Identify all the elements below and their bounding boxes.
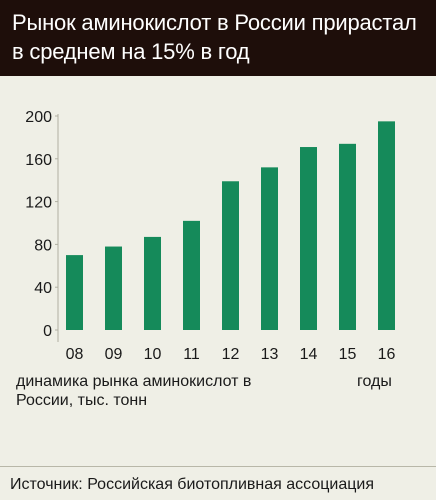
y-tick-label: 40 xyxy=(34,280,52,297)
bar-11 xyxy=(183,220,200,330)
y-tick-label: 160 xyxy=(25,152,52,169)
bar-15 xyxy=(339,143,356,330)
x-tick-label: 16 xyxy=(378,346,396,363)
y-tick-label: 0 xyxy=(43,323,52,340)
x-tick-label: 14 xyxy=(300,346,318,363)
source-divider xyxy=(0,466,436,467)
x-tick-label: 10 xyxy=(144,346,162,363)
bar-14 xyxy=(300,147,317,330)
bars-group xyxy=(66,121,395,330)
value-unit-caption: динамика рынка аминокислот в России, тыс… xyxy=(16,373,252,409)
bar-13 xyxy=(261,167,278,330)
x-unit-label: годы xyxy=(357,373,392,390)
bar-12 xyxy=(222,181,239,330)
header-bar: Рынок аминокислот в России прирастал в с… xyxy=(0,0,436,76)
bar-09 xyxy=(105,246,122,330)
bar-chart: 0 40 80 120 160 200 08 09 10 11 12 13 14 15 16 xyxy=(25,109,396,363)
x-tick-label: 11 xyxy=(183,346,200,363)
y-tick-label: 200 xyxy=(25,109,52,126)
x-tick-label: 15 xyxy=(339,346,357,363)
y-axis: 0 40 80 120 160 200 xyxy=(25,109,58,340)
x-tick-label: 09 xyxy=(105,346,123,363)
x-tick-label: 08 xyxy=(66,346,84,363)
x-tick-label: 13 xyxy=(261,346,279,363)
bar-10 xyxy=(144,236,161,330)
source-note: Источник: Российская биотопливная ассоци… xyxy=(10,476,375,493)
x-tick-label: 12 xyxy=(222,346,240,363)
y-tick-label: 120 xyxy=(25,195,52,212)
bar-16 xyxy=(378,121,395,330)
chart-title: Рынок аминокислот в России прирастал в с… xyxy=(12,10,417,64)
bar-08 xyxy=(66,255,83,330)
y-tick-label: 80 xyxy=(34,237,52,254)
x-axis: 08 09 10 11 12 13 14 15 16 xyxy=(66,346,396,363)
